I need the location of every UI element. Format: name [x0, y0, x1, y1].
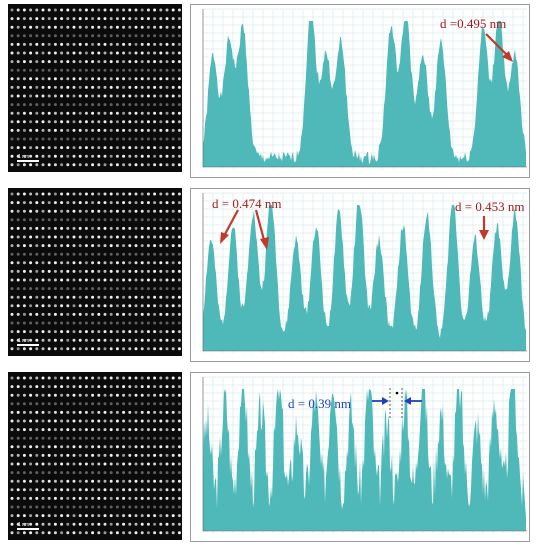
arrow-icon-2a	[220, 209, 269, 250]
scale-bar-3: 1 nm	[17, 522, 39, 530]
d-spacing-label-2b: d = 0.453 nm	[455, 199, 525, 214]
intensity-profile-1	[202, 8, 527, 169]
scale-bar-label-1: 1 nm	[18, 154, 29, 160]
haadf-image-3: 1 nm	[8, 372, 182, 540]
d-spacing-label-2a: d = 0.474 nm	[212, 196, 282, 211]
haadf-image-2: 1 nm	[8, 188, 182, 356]
atom-lattice-1	[10, 8, 181, 167]
intensity-profile-plot-1	[190, 4, 530, 178]
intensity-profile-3	[202, 376, 527, 533]
marker-lines-3	[372, 388, 422, 418]
atom-lattice-3	[10, 376, 181, 535]
d-spacing-label-1: d =0.495 nm	[440, 16, 507, 31]
d-spacing-label-3: d = 0.39 nm	[288, 396, 351, 411]
intensity-profile-2	[202, 192, 527, 353]
scale-bar-2: 1 nm	[17, 338, 39, 346]
scale-bar-1: 1 nm	[17, 154, 39, 162]
arrow-icon-1	[485, 33, 513, 62]
haadf-image-1: 1 nm	[8, 4, 182, 172]
scale-bar-label-2: 1 nm	[18, 338, 29, 344]
intensity-profile-plot-3	[190, 372, 530, 542]
atom-lattice-2	[10, 192, 181, 351]
intensity-profile-plot-2	[190, 188, 530, 362]
arrow-icon-2b	[479, 216, 489, 240]
scale-bar-label-3: 1 nm	[18, 522, 29, 528]
